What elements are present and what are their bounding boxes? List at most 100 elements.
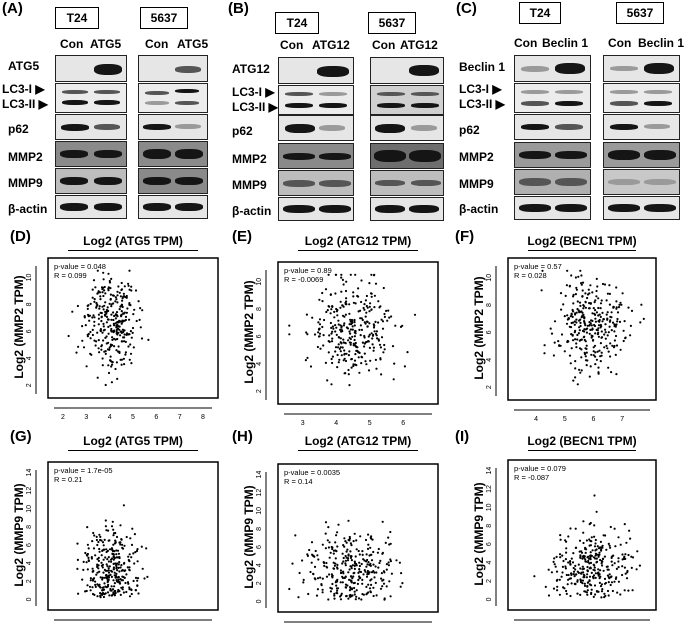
- scatter-point: [306, 333, 309, 336]
- scatter-point: [115, 349, 118, 352]
- scatter-point: [600, 354, 603, 357]
- scatter-point: [623, 523, 626, 526]
- scatter-point: [383, 348, 386, 351]
- scatter-point: [122, 504, 125, 507]
- plot-ytick-i: 0: [486, 597, 493, 601]
- panel-label-d: (D): [10, 228, 31, 245]
- scatter-point: [578, 539, 582, 542]
- scatter-point: [592, 307, 595, 310]
- col-beclin1-c1: Beclin 1: [542, 36, 589, 50]
- scatter-point: [373, 273, 376, 276]
- scatter-point: [76, 558, 79, 562]
- scatter-point: [600, 583, 604, 586]
- blot-b-atg12-5637: [370, 57, 444, 84]
- plot-xtick-d: 6: [154, 414, 158, 421]
- scatter-point: [623, 589, 626, 592]
- scatter-point: [364, 570, 367, 573]
- scatter-point: [354, 562, 357, 566]
- scatter-point: [350, 555, 353, 558]
- scatter-point: [99, 596, 102, 599]
- scatter-point: [593, 535, 596, 538]
- row-label-p62-a: p62: [8, 122, 29, 136]
- scatter-point: [584, 292, 587, 295]
- scatter-point: [126, 307, 129, 310]
- scatter-point: [119, 566, 122, 569]
- scatter-point: [601, 544, 604, 547]
- scatter-point: [130, 362, 133, 365]
- scatter-point: [129, 330, 132, 333]
- scatter-point: [107, 569, 110, 572]
- scatter-point: [104, 525, 107, 528]
- scatter-point: [344, 554, 347, 558]
- scatter-point: [597, 555, 600, 558]
- blot-b-atg12-t24: [278, 57, 354, 84]
- scatter-point: [96, 571, 99, 574]
- scatter-point: [602, 318, 605, 321]
- scatter-point: [97, 584, 100, 587]
- scatter-point: [344, 559, 347, 562]
- scatter-point: [310, 541, 314, 544]
- scatter-point: [629, 334, 632, 337]
- scatter-point: [114, 313, 117, 316]
- scatter-point: [97, 339, 100, 342]
- scatter-point: [118, 328, 121, 331]
- scatter-point: [636, 550, 639, 553]
- scatter-point: [128, 586, 131, 589]
- scatter-point: [388, 316, 391, 319]
- scatter-point: [624, 557, 627, 561]
- scatter-point: [589, 284, 592, 287]
- scatter-point: [329, 321, 332, 325]
- plot-r-value-f: R = 0.028: [514, 271, 547, 280]
- scatter-point: [368, 587, 372, 590]
- scatter-point: [387, 561, 390, 564]
- scatter-point: [103, 538, 106, 542]
- scatter-point: [313, 565, 317, 569]
- scatter-point: [361, 593, 364, 596]
- scatter-point: [380, 577, 383, 580]
- scatter-point: [589, 365, 592, 368]
- scatter-point: [571, 321, 575, 324]
- scatter-point: [370, 308, 373, 311]
- scatter-point: [608, 325, 611, 328]
- scatter-point: [579, 593, 582, 597]
- col-atg12-b1: ATG12: [312, 38, 350, 52]
- scatter-point: [109, 293, 112, 296]
- scatter-point: [603, 333, 606, 336]
- blot-c-beclin1-t24: [514, 55, 591, 82]
- scatter-point: [353, 338, 356, 342]
- scatter-point: [307, 592, 310, 596]
- scatter-point: [581, 555, 584, 558]
- col-atg12-b2: ATG12: [400, 38, 438, 52]
- scatter-point: [101, 364, 104, 367]
- scatter-point: [103, 576, 106, 579]
- scatter-point: [105, 577, 109, 580]
- scatter-point: [103, 593, 106, 596]
- scatter-point: [104, 336, 107, 339]
- scatter-point: [584, 347, 587, 350]
- scatter-point: [611, 321, 615, 324]
- scatter-point: [110, 313, 113, 316]
- scatter-point: [610, 329, 613, 332]
- scatter-point: [590, 536, 593, 539]
- scatter-point: [81, 578, 84, 581]
- scatter-point: [86, 307, 89, 310]
- scatter-point: [609, 525, 612, 529]
- scatter-point: [331, 305, 334, 308]
- scatter-point: [82, 346, 86, 349]
- scatter-point: [380, 318, 383, 321]
- scatter-point: [342, 305, 345, 308]
- scatter-point: [310, 561, 313, 564]
- scatter-point: [331, 337, 334, 340]
- scatter-point: [567, 573, 570, 577]
- scatter-point: [574, 329, 577, 332]
- blot-b-p62-t24: [278, 115, 354, 141]
- scatter-point: [120, 310, 123, 313]
- scatter-point: [584, 551, 587, 555]
- scatter-point: [321, 300, 324, 303]
- scatter-point: [318, 323, 322, 326]
- scatter-point: [353, 581, 356, 585]
- scatter-point: [110, 557, 114, 560]
- scatter-point: [368, 310, 371, 313]
- scatter-point: [367, 561, 370, 564]
- scatter-point: [337, 361, 340, 364]
